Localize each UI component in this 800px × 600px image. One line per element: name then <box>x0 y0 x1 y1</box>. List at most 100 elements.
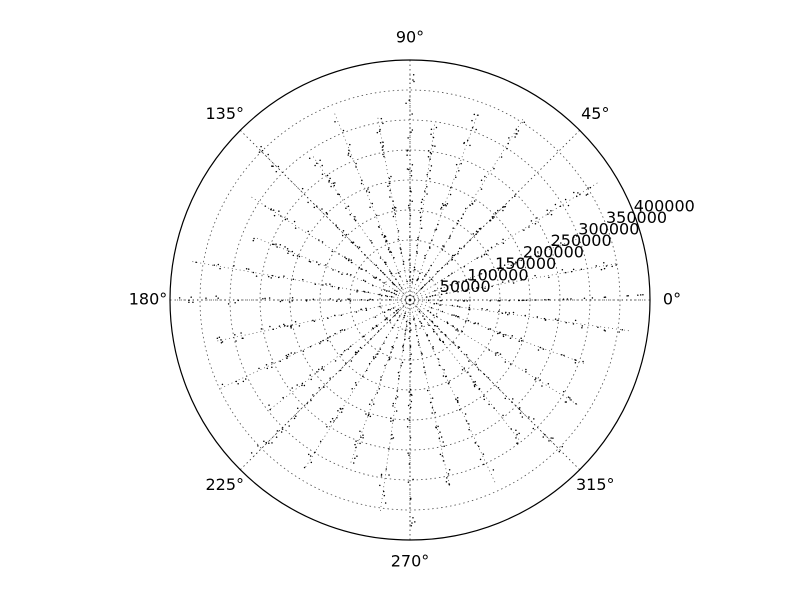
scatter-point <box>595 265 598 267</box>
scatter-point <box>315 261 318 263</box>
scatter-point <box>398 315 401 317</box>
scatter-point <box>374 356 377 358</box>
scatter-point <box>582 360 584 363</box>
scatter-point <box>247 268 250 270</box>
scatter-point <box>469 239 471 242</box>
scatter-point <box>401 361 404 364</box>
scatter-point <box>339 300 342 302</box>
scatter-point <box>345 257 348 260</box>
scatter-point <box>293 417 296 420</box>
scatter-point <box>434 229 436 231</box>
scatter-ray <box>254 236 411 301</box>
scatter-point <box>544 299 546 301</box>
scatter-point <box>440 293 443 296</box>
scatter-point <box>534 377 537 379</box>
scatter-point <box>639 294 642 296</box>
scatter-point <box>504 361 507 363</box>
scatter-point <box>441 267 443 269</box>
scatter-point <box>412 478 414 481</box>
scatter-point <box>523 229 525 231</box>
scatter-point <box>365 190 368 192</box>
scatter-point <box>395 410 398 412</box>
scatter-point <box>369 415 372 418</box>
scatter-point <box>409 437 412 439</box>
scatter-point <box>469 144 471 147</box>
scatter-point <box>409 264 411 266</box>
scatter-point <box>480 188 483 190</box>
scatter-point <box>455 163 458 166</box>
scatter-point <box>429 169 431 172</box>
scatter-point <box>465 207 467 210</box>
scatter-point <box>410 170 413 172</box>
scatter-point <box>322 369 325 371</box>
scatter-point <box>508 299 510 302</box>
scatter-point <box>543 317 546 320</box>
scatter-point <box>347 348 350 350</box>
scatter-point <box>413 318 415 321</box>
scatter-point <box>444 203 446 206</box>
scatter-point <box>478 388 480 391</box>
scatter-point <box>272 209 275 211</box>
scatter-point <box>331 250 333 253</box>
scatter-point <box>389 270 391 272</box>
scatter-point <box>374 316 377 318</box>
scatter-point <box>499 353 502 355</box>
scatter-ray <box>409 263 617 301</box>
scatter-point <box>477 114 479 116</box>
scatter-point <box>340 314 343 316</box>
scatter-point <box>637 294 639 296</box>
scatter-point <box>275 170 278 173</box>
scatter-point <box>600 268 603 271</box>
scatter-point <box>514 195 516 198</box>
scatter-point <box>451 259 453 261</box>
scatter-point <box>338 286 340 289</box>
scatter-point <box>376 325 378 328</box>
scatter-point <box>446 202 449 205</box>
scatter-point <box>312 298 315 301</box>
scatter-point <box>360 268 362 270</box>
scatter-point <box>426 389 429 392</box>
scatter-point <box>428 299 430 302</box>
scatter-point <box>611 265 613 268</box>
scatter-point <box>309 261 312 263</box>
scatter-point <box>407 452 409 454</box>
scatter-point <box>409 271 412 273</box>
scatter-point <box>508 312 510 314</box>
scatter-point <box>356 351 358 354</box>
scatter-point <box>431 406 434 409</box>
scatter-point <box>537 349 540 351</box>
scatter-point <box>445 375 447 378</box>
scatter-point <box>312 319 314 322</box>
scatter-point <box>308 260 311 263</box>
scatter-point <box>329 421 332 423</box>
scatter-point <box>459 408 461 411</box>
scatter-point <box>427 155 430 158</box>
scatter-point <box>294 352 296 354</box>
scatter-point <box>414 268 416 271</box>
scatter-point <box>417 236 419 239</box>
scatter-point <box>493 407 495 409</box>
scatter-point <box>392 215 395 218</box>
scatter-point <box>458 247 461 249</box>
scatter-point <box>431 397 434 399</box>
scatter-point <box>382 145 385 147</box>
scatter-point <box>500 156 503 158</box>
scatter-point <box>557 319 559 322</box>
scatter-point <box>339 408 342 410</box>
scatter-point <box>192 301 194 303</box>
scatter-point <box>505 334 507 336</box>
scatter-point <box>449 235 451 237</box>
scatter-point <box>505 311 507 314</box>
scatter-point <box>429 295 431 298</box>
scatter-point <box>301 384 303 387</box>
scatter-point <box>457 219 459 222</box>
scatter-point <box>385 263 387 265</box>
scatter-point <box>498 332 500 334</box>
scatter-point <box>385 336 388 339</box>
scatter-point <box>627 295 629 297</box>
scatter-point <box>492 469 495 471</box>
scatter-point <box>390 175 392 178</box>
scatter-point <box>342 230 345 232</box>
angular-tick-label: 315° <box>576 475 615 494</box>
scatter-point <box>409 329 412 331</box>
